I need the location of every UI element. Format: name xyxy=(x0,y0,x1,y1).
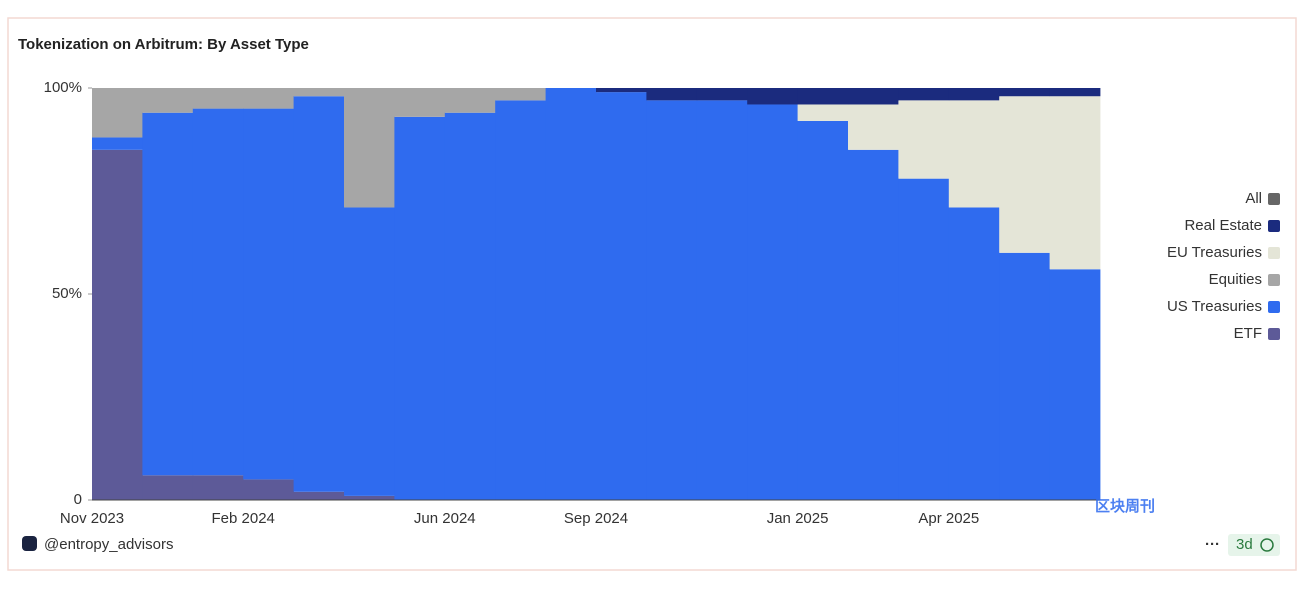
bar-segment xyxy=(898,100,950,179)
bar-segment xyxy=(999,252,1050,500)
bar-segment xyxy=(192,88,244,109)
legend-label: Equities xyxy=(1209,271,1262,288)
bar-segment xyxy=(948,88,1000,101)
more-menu[interactable]: ··· xyxy=(1205,536,1220,553)
bar-segment xyxy=(545,88,597,500)
bar-segment xyxy=(344,88,395,208)
x-tick-label: Jun 2024 xyxy=(414,510,476,527)
bar-segment xyxy=(444,88,496,113)
x-tick-label: Sep 2024 xyxy=(564,510,628,527)
bar-segment xyxy=(92,149,143,501)
bar-segment xyxy=(948,207,1000,501)
bar-segment xyxy=(999,88,1050,97)
x-tick-label: Apr 2025 xyxy=(918,510,979,527)
x-tick-label: Jan 2025 xyxy=(767,510,829,527)
legend-label: US Treasuries xyxy=(1167,298,1262,315)
bar-segment xyxy=(394,116,446,500)
chart-title: Tokenization on Arbitrum: By Asset Type xyxy=(18,36,309,53)
bar-segment xyxy=(293,96,345,492)
bar-segment xyxy=(596,88,647,93)
bar-segment xyxy=(696,100,748,501)
bar-segment xyxy=(646,88,698,101)
legend-swatch[interactable] xyxy=(1268,274,1280,286)
bar-segment xyxy=(1049,96,1101,270)
bar-segment xyxy=(444,112,496,500)
bar-segment xyxy=(192,475,244,500)
bar-segment xyxy=(92,88,143,138)
bar-segment xyxy=(999,96,1050,253)
bar-segment xyxy=(747,104,798,500)
bar-segment xyxy=(646,100,698,501)
legend-label: EU Treasuries xyxy=(1167,244,1262,261)
bar-segment xyxy=(344,207,395,496)
x-tick-label: Feb 2024 xyxy=(212,510,275,527)
legend-swatch[interactable] xyxy=(1268,328,1280,340)
bar-segment xyxy=(596,92,647,501)
bar-segment xyxy=(192,108,244,476)
bar-segment xyxy=(142,112,194,476)
bar-segment xyxy=(495,88,546,101)
bar-segment xyxy=(1049,269,1101,500)
legend-swatch[interactable] xyxy=(1268,247,1280,259)
bar-segment xyxy=(696,88,748,101)
bar-segment xyxy=(948,100,1000,208)
verified-icon xyxy=(1260,538,1274,552)
bar-segment xyxy=(394,88,446,117)
bar-segment xyxy=(92,137,143,150)
legend-swatch[interactable] xyxy=(1268,301,1280,313)
bar-segment xyxy=(797,88,849,105)
x-tick-label: Nov 2023 xyxy=(60,510,124,527)
bar-segment xyxy=(797,120,849,501)
y-tick-label: 50% xyxy=(52,285,82,302)
source: @entropy_advisors xyxy=(44,536,173,553)
watermark: 区块周刊 xyxy=(1095,498,1155,515)
bar-segment xyxy=(848,104,899,150)
bar-segment xyxy=(848,88,899,105)
bar-segment xyxy=(747,88,798,105)
legend-swatch[interactable] xyxy=(1268,193,1280,205)
y-tick-label: 0 xyxy=(74,491,82,508)
legend-label: Real Estate xyxy=(1184,217,1262,234)
bar-segment xyxy=(293,491,345,500)
bar-segment xyxy=(848,149,899,501)
legend-label: All xyxy=(1245,190,1262,207)
bar-segment xyxy=(1049,88,1101,97)
bar-segment xyxy=(142,88,194,113)
bar-segment xyxy=(495,100,546,501)
bar-segment xyxy=(898,178,950,500)
bar-segment xyxy=(344,495,395,500)
source-icon xyxy=(22,536,37,551)
legend-label: ETF xyxy=(1234,325,1262,342)
y-tick-label: 100% xyxy=(44,79,82,96)
age: 3d xyxy=(1236,536,1253,553)
bar-segment xyxy=(243,88,294,109)
legend-swatch[interactable] xyxy=(1268,220,1280,232)
bar-segment xyxy=(142,475,194,500)
bar-segment xyxy=(243,108,294,480)
bar-segment xyxy=(797,104,849,121)
bar-segment xyxy=(898,88,950,101)
bar-segment xyxy=(243,479,294,500)
bar-segment xyxy=(293,88,345,97)
